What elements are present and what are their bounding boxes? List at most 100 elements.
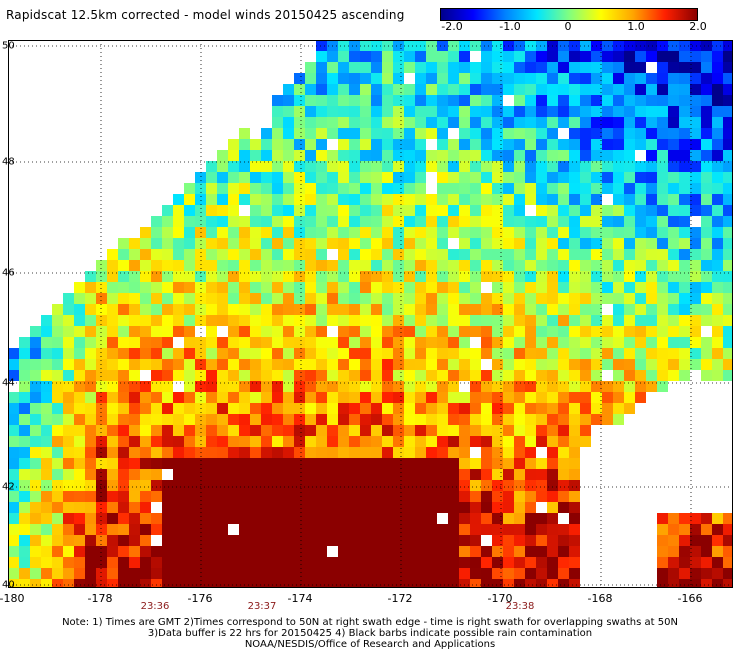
data-cell	[239, 304, 250, 315]
data-cell	[657, 106, 668, 117]
data-cell	[415, 447, 426, 458]
data-cell	[338, 535, 349, 546]
data-cell	[371, 557, 382, 568]
data-cell	[624, 172, 635, 183]
data-cell	[602, 128, 613, 139]
data-cell	[558, 304, 569, 315]
data-cell	[327, 51, 338, 62]
data-cell	[30, 579, 41, 588]
data-cell	[261, 524, 272, 535]
data-cell	[712, 348, 723, 359]
data-cell	[503, 359, 514, 370]
data-cell	[316, 480, 327, 491]
data-cell	[569, 315, 580, 326]
data-cell	[690, 128, 701, 139]
data-cell	[52, 403, 63, 414]
data-cell	[85, 458, 96, 469]
data-cell	[569, 337, 580, 348]
data-cell	[173, 293, 184, 304]
data-cell	[239, 238, 250, 249]
data-cell	[371, 117, 382, 128]
data-cell	[514, 524, 525, 535]
data-cell	[327, 447, 338, 458]
data-cell	[217, 205, 228, 216]
data-cell	[426, 84, 437, 95]
data-cell	[415, 315, 426, 326]
data-cell	[19, 568, 30, 579]
data-cell	[173, 282, 184, 293]
data-cell	[349, 337, 360, 348]
data-cell	[481, 172, 492, 183]
data-cell	[503, 315, 514, 326]
data-cell	[74, 546, 85, 557]
data-cell	[536, 282, 547, 293]
data-cell	[514, 315, 525, 326]
data-cell	[261, 568, 272, 579]
data-cell	[8, 436, 19, 447]
data-cell	[107, 491, 118, 502]
data-cell	[327, 260, 338, 271]
data-cell	[228, 557, 239, 568]
data-cell	[338, 579, 349, 588]
data-cell	[580, 128, 591, 139]
data-cell	[426, 117, 437, 128]
data-cell	[338, 139, 349, 150]
data-cell	[712, 370, 723, 381]
data-cell	[85, 392, 96, 403]
data-cell	[239, 425, 250, 436]
data-cell	[723, 62, 733, 73]
data-cell	[470, 117, 481, 128]
data-cell	[536, 436, 547, 447]
data-cell	[393, 447, 404, 458]
data-cell	[393, 183, 404, 194]
data-cell	[569, 238, 580, 249]
data-cell	[184, 480, 195, 491]
data-cell	[272, 172, 283, 183]
data-cell	[96, 282, 107, 293]
data-cell	[459, 392, 470, 403]
data-cell	[503, 447, 514, 458]
data-cell	[107, 557, 118, 568]
data-cell	[580, 139, 591, 150]
data-cell	[107, 447, 118, 458]
data-cell	[283, 414, 294, 425]
data-cell	[151, 227, 162, 238]
data-cell	[558, 480, 569, 491]
data-cell	[602, 249, 613, 260]
data-cell	[338, 249, 349, 260]
data-cell	[360, 271, 371, 282]
data-cell	[107, 326, 118, 337]
data-cell	[459, 62, 470, 73]
data-cell	[338, 513, 349, 524]
data-cell	[536, 194, 547, 205]
data-cell	[536, 139, 547, 150]
data-cell	[558, 150, 569, 161]
data-cell	[41, 557, 52, 568]
data-cell	[272, 304, 283, 315]
data-cell	[690, 260, 701, 271]
data-cell	[283, 469, 294, 480]
data-cell	[151, 458, 162, 469]
data-cell	[536, 315, 547, 326]
data-cell	[118, 436, 129, 447]
data-cell	[558, 194, 569, 205]
data-cell	[371, 469, 382, 480]
data-cell	[349, 502, 360, 513]
data-cell	[294, 194, 305, 205]
data-cell	[569, 579, 580, 588]
data-cell	[646, 183, 657, 194]
data-cell	[371, 139, 382, 150]
data-cell	[107, 414, 118, 425]
data-cell	[63, 348, 74, 359]
data-cell	[382, 579, 393, 588]
data-cell	[217, 524, 228, 535]
data-cell	[602, 51, 613, 62]
data-cell	[690, 249, 701, 260]
data-cell	[30, 557, 41, 568]
data-cell	[30, 491, 41, 502]
data-cell	[448, 73, 459, 84]
data-cell	[624, 95, 635, 106]
data-cell	[327, 62, 338, 73]
data-cell	[646, 370, 657, 381]
data-cell	[184, 535, 195, 546]
